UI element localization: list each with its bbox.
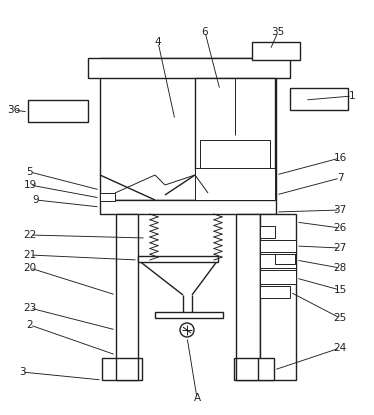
Text: 24: 24 [333, 343, 347, 353]
Text: 5: 5 [27, 167, 33, 177]
Bar [88, 58, 290, 78]
Bar [260, 226, 275, 238]
Text: 9: 9 [33, 195, 39, 205]
Bar [290, 88, 348, 110]
Bar [200, 140, 270, 170]
Bar [260, 286, 290, 298]
Text: 7: 7 [337, 173, 343, 183]
Text: 36: 36 [7, 105, 21, 115]
Bar [138, 256, 218, 262]
Bar [195, 168, 275, 200]
Text: 23: 23 [23, 303, 37, 313]
Text: 25: 25 [333, 313, 347, 323]
Text: 3: 3 [19, 367, 25, 377]
Text: 2: 2 [27, 320, 33, 330]
Bar [102, 358, 142, 380]
Bar [155, 312, 223, 318]
Text: 20: 20 [24, 263, 37, 273]
Text: 22: 22 [23, 230, 37, 240]
Text: 1: 1 [349, 91, 355, 101]
Text: 26: 26 [333, 223, 347, 233]
Text: 19: 19 [23, 180, 37, 190]
Bar [195, 78, 275, 170]
Text: 35: 35 [272, 27, 285, 37]
Text: 6: 6 [202, 27, 208, 37]
Bar [100, 200, 276, 214]
Bar [234, 358, 274, 380]
Bar [252, 42, 300, 60]
Bar [260, 240, 296, 252]
Text: 37: 37 [333, 205, 347, 215]
Text: 15: 15 [333, 285, 347, 295]
Bar [100, 193, 115, 201]
Text: 4: 4 [155, 37, 161, 47]
Bar [236, 214, 260, 380]
Text: 21: 21 [23, 250, 37, 260]
Text: 28: 28 [333, 263, 347, 273]
Bar [116, 214, 138, 380]
Bar [260, 254, 296, 268]
Bar [260, 214, 296, 380]
Text: 27: 27 [333, 243, 347, 253]
Bar [100, 58, 276, 200]
Text: 16: 16 [333, 153, 347, 163]
Text: A: A [193, 393, 200, 403]
Bar [28, 100, 88, 122]
Bar [260, 270, 296, 284]
Bar [275, 254, 295, 264]
